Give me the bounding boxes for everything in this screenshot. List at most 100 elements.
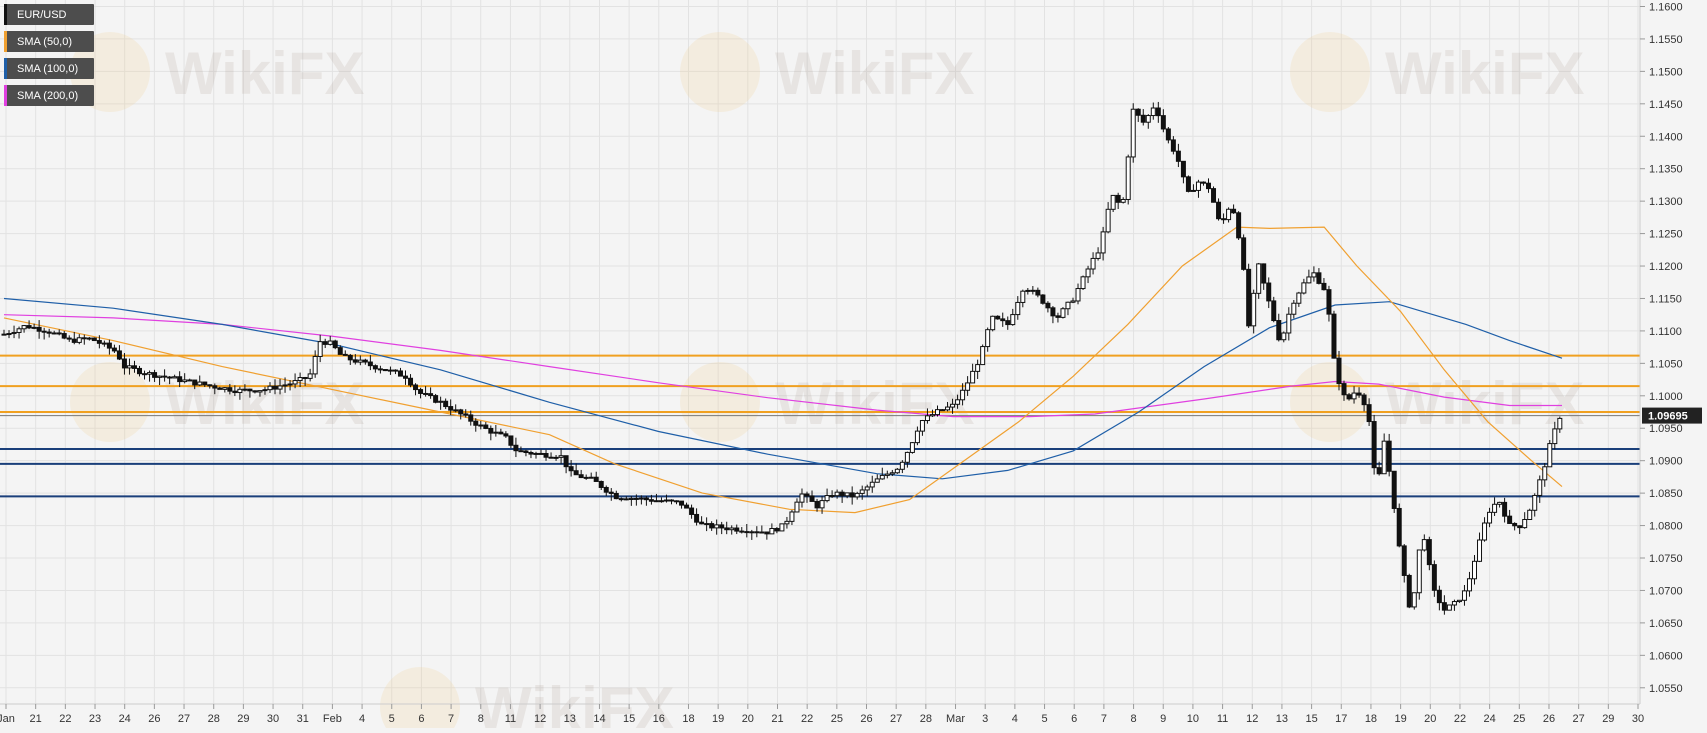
time-tick-label: 16 [653, 713, 665, 725]
candle-down [473, 420, 479, 426]
candle-down [598, 480, 604, 488]
candle-down [56, 332, 62, 335]
candle-up [965, 382, 971, 391]
candle-down [658, 500, 664, 503]
candle-down [523, 450, 529, 454]
sma200-line [3, 314, 1562, 418]
time-tick-label: 8 [478, 713, 484, 725]
candle-up [749, 531, 755, 534]
time-tick-label: 11 [1217, 713, 1228, 725]
candle-up [312, 355, 318, 375]
candle-down [578, 474, 584, 479]
candle-up [844, 492, 850, 497]
candle-up [86, 337, 92, 340]
time-tick-label: 10 [1187, 713, 1199, 725]
candle-down [468, 414, 474, 422]
candle-up [955, 399, 961, 405]
candle-up [1075, 288, 1081, 302]
legend-item-eurusd[interactable]: EUR/USD [4, 4, 94, 25]
time-tick-label: 29 [1602, 713, 1614, 725]
candle-down [508, 435, 514, 446]
candle-up [819, 500, 825, 509]
candle-up [1456, 599, 1462, 603]
candle-down [488, 427, 494, 434]
candle-down [1261, 263, 1267, 284]
candle-down [538, 452, 544, 455]
candle-up [267, 385, 273, 391]
candle-up [914, 430, 920, 444]
watermark-logo [380, 667, 460, 733]
candle-up [1451, 601, 1457, 606]
watermark-logo [1290, 362, 1370, 442]
candle-down [1045, 302, 1051, 309]
candle-down [1376, 467, 1382, 475]
watermark-logo [680, 362, 760, 442]
candle-up [869, 481, 875, 488]
candle-down [106, 342, 112, 349]
candle-down [121, 358, 127, 369]
legend-item-sma100[interactable]: SMA (100,0) [4, 58, 94, 79]
candle-up [327, 340, 333, 345]
price-tick-label: 1.0700 [1649, 585, 1683, 597]
time-tick-label: 23 [89, 713, 101, 725]
candle-up [292, 380, 298, 385]
candle-down [744, 531, 750, 534]
candle-down [1326, 289, 1332, 315]
time-tick-label: 22 [1454, 713, 1466, 725]
candle-down [679, 500, 685, 506]
candle-down [1406, 574, 1412, 608]
time-tick-label: 25 [831, 713, 843, 725]
candle-up [960, 389, 966, 401]
candle-down [137, 367, 143, 375]
candle-down [1336, 357, 1342, 385]
candle-up [990, 315, 996, 331]
candle-down [252, 390, 258, 393]
candle-up [101, 342, 107, 345]
candle-up [1080, 276, 1086, 290]
legend-item-sma200[interactable]: SMA (200,0) [4, 85, 94, 106]
candle-up [197, 381, 203, 386]
candle-up [583, 476, 589, 479]
candle-up [262, 389, 268, 392]
candle-down [1271, 300, 1277, 322]
time-tick-label: 20 [1424, 713, 1436, 725]
candle-up [1421, 539, 1427, 551]
time-tick-label: 4 [359, 713, 365, 725]
time-axis[interactable]: Jan 21 22 23 24 26 27 28 29 30 31 Feb 4 5 6 7 8 11 12 13 14 1… [0, 703, 1644, 725]
time-tick-label: 27 [1573, 713, 1585, 725]
candle-up [1190, 189, 1196, 192]
candle-down [754, 531, 760, 534]
candle-up [1060, 308, 1066, 318]
candle-down [689, 507, 695, 515]
legend-swatch-eurusd [4, 4, 7, 25]
legend-item-sma50[interactable]: SMA (50,0) [4, 31, 94, 52]
candle-down [362, 359, 368, 363]
candle-down [804, 493, 810, 497]
candle-down [347, 354, 353, 361]
candle-up [980, 346, 986, 366]
candle-down [1231, 208, 1237, 214]
price-axis[interactable]: 1.1600 1.1550 1.1500 1.1450 1.1400 1.1350 1.13… [1639, 0, 1707, 728]
candle-down [1, 333, 7, 336]
candle-down [131, 365, 137, 369]
time-tick-label: 6 [1071, 713, 1077, 725]
candle-up [1471, 560, 1477, 580]
candle-down [774, 527, 780, 532]
candle-up [1296, 292, 1302, 304]
candle-down [1170, 139, 1176, 152]
candles [1, 101, 1563, 615]
candle-down [1436, 589, 1442, 604]
candle-up [1351, 392, 1357, 400]
watermark-text: WikiFX [165, 370, 364, 437]
candle-down [623, 498, 629, 501]
candle-up [924, 415, 930, 422]
candle-up [799, 493, 805, 503]
candle-down [1185, 176, 1191, 192]
candle-down [608, 491, 614, 494]
candle-up [1085, 268, 1091, 278]
candle-up [242, 388, 248, 391]
candle-down [397, 370, 403, 377]
time-tick-label: 5 [1041, 713, 1047, 725]
